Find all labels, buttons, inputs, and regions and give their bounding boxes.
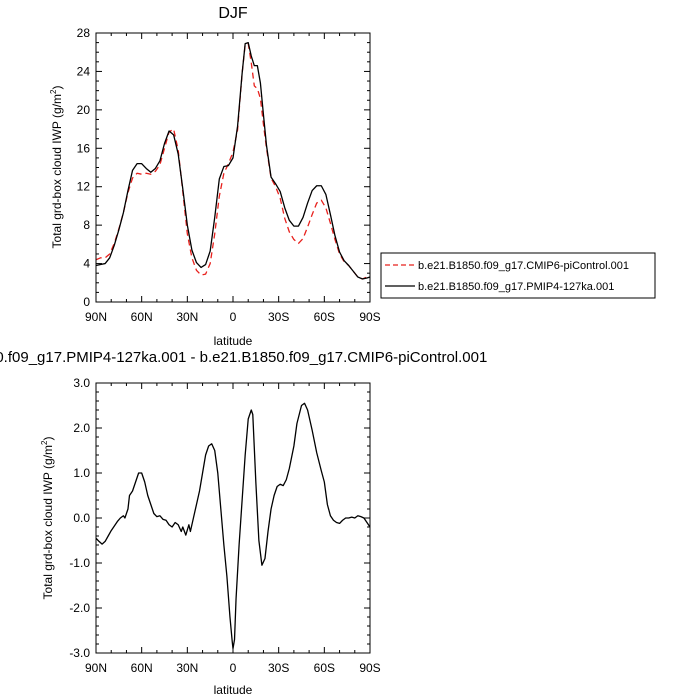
bottom-y-axis-label: Total grd-box cloud IWP (g/m2) (40, 437, 55, 600)
bottom-y-tick-label: 2.0 (73, 421, 90, 435)
bottom-y-tick-label: 3.0 (73, 376, 90, 390)
top-y-tick-label: 20 (77, 103, 91, 117)
top-y-tick-label: 4 (83, 257, 90, 271)
top-x-tick-label: 30S (268, 310, 289, 324)
top-tick-labels: 90N 60N 30N 0 30S 60S 90S 0 4 8 12 16 20 24 28 (77, 26, 381, 324)
top-legend: b.e21.B1850.f09_g17.CMIP6-piControl.001 … (380, 252, 656, 299)
legend-box (380, 252, 656, 299)
top-series-line-2 (95, 41, 371, 280)
bottom-plot-frame (95, 382, 371, 654)
bottom-x-tick-label: 60N (131, 661, 153, 675)
top-y-tick-label: 16 (77, 141, 91, 155)
bottom-y-tick-label: 0.0 (73, 511, 90, 525)
top-y-tick-label: 12 (77, 180, 91, 194)
bottom-x-tick-label: 0 (230, 661, 237, 675)
bottom-tick-labels: 90N 60N 30N 0 30S 60S 90S -3.0 -2.0 -1.0 0.0 1.0 2.0… (69, 376, 380, 675)
bottom-x-tick-label: 90N (85, 661, 107, 675)
top-plot-frame (95, 32, 371, 303)
top-series-group (95, 41, 371, 280)
bottom-tick-group (95, 382, 371, 654)
top-panel: DJF 90N 60N 30N 0 30S 60S 90S 0 4 8 12 16 20 24 28 lat… (49, 5, 656, 348)
bottom-y-tick-label: -3.0 (69, 646, 90, 660)
top-x-tick-label: 60S (314, 310, 335, 324)
bottom-x-tick-label: 30N (176, 661, 198, 675)
bottom-x-tick-label: 60S (314, 661, 335, 675)
legend-label-picontrol: b.e21.B1850.f09_g17.CMIP6-piControl.001 (418, 260, 629, 272)
bottom-y-tick-label: 1.0 (73, 466, 90, 480)
legend-label-127ka: b.e21.B1850.f09_g17.PMIP4-127ka.001 (418, 281, 614, 293)
top-x-tick-label: 60N (131, 310, 153, 324)
top-y-tick-label: 28 (77, 26, 91, 40)
top-series-line-1 (95, 42, 371, 280)
bottom-x-tick-label: 90S (359, 661, 380, 675)
bottom-x-tick-label: 30S (268, 661, 289, 675)
bottom-y-tick-label: -1.0 (69, 556, 90, 570)
bottom-chart-title: 850.f09_g17.PMIP4-127ka.001 - b.e21.B185… (0, 349, 487, 366)
top-tick-group (95, 32, 371, 303)
top-chart-title: DJF (218, 5, 248, 22)
top-x-axis-label: latitude (214, 334, 253, 348)
bottom-x-axis-label: latitude (214, 683, 253, 697)
top-x-tick-label: 90S (359, 310, 380, 324)
bottom-panel: 850.f09_g17.PMIP4-127ka.001 - b.e21.B185… (0, 349, 487, 697)
top-y-tick-label: 0 (83, 295, 90, 309)
bottom-y-tick-label: -2.0 (69, 601, 90, 615)
top-x-tick-label: 0 (230, 310, 237, 324)
bottom-series-line-1 (95, 402, 371, 650)
top-y-axis-label: Total grd-box cloud IWP (g/m2) (49, 86, 64, 249)
top-x-tick-label: 30N (176, 310, 198, 324)
top-y-tick-label: 8 (83, 218, 90, 232)
bottom-series-group (95, 402, 371, 650)
top-y-tick-label: 24 (77, 64, 91, 78)
top-x-tick-label: 90N (85, 310, 107, 324)
